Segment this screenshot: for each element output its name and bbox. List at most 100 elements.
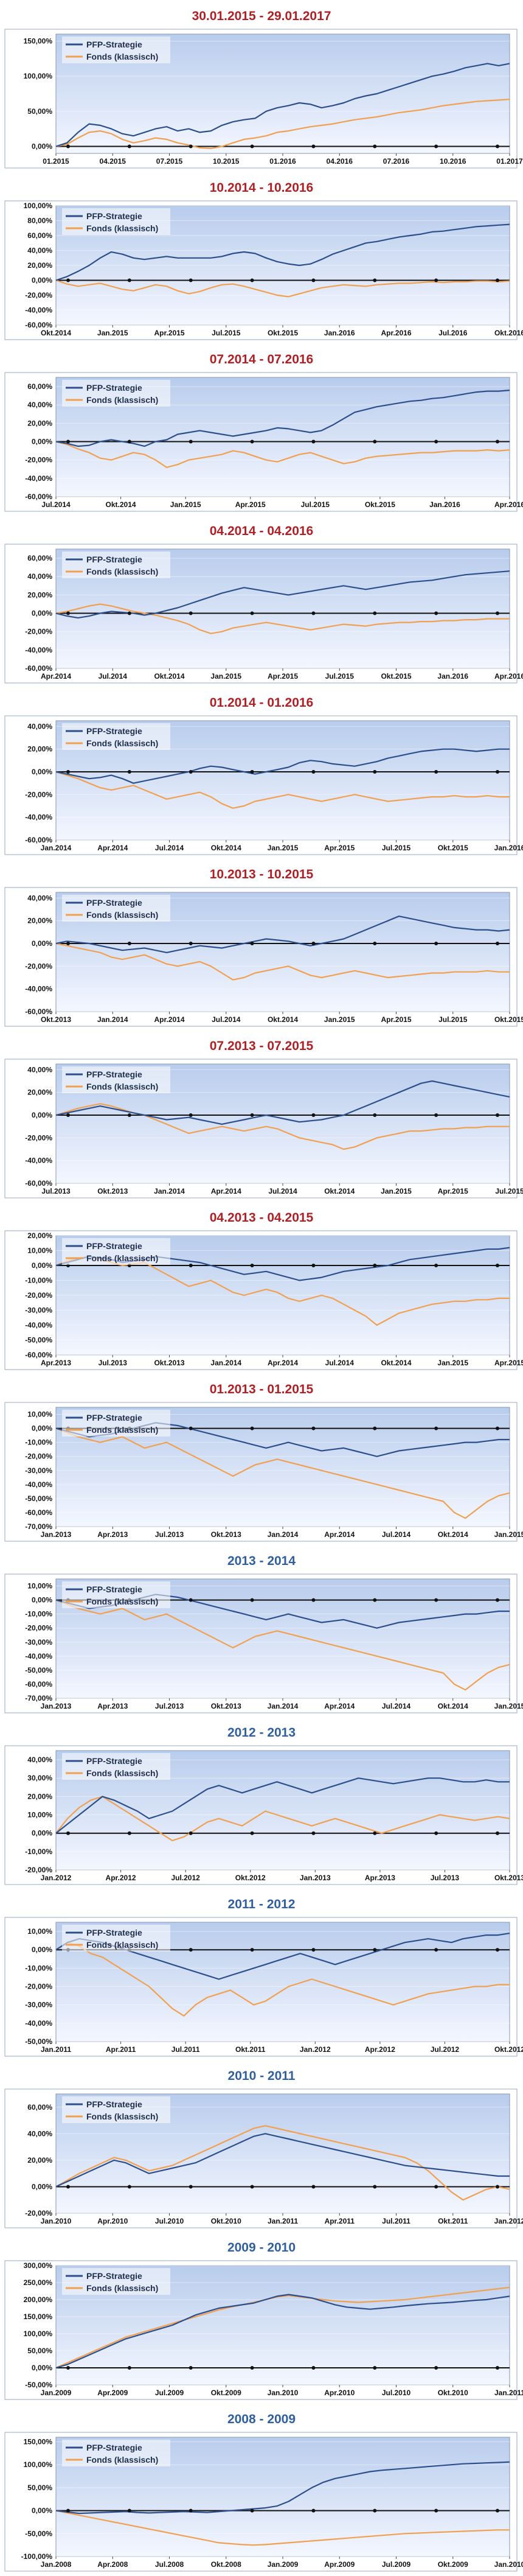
axis-marker [250, 144, 254, 149]
axis-marker [311, 1264, 316, 1267]
legend-box [62, 895, 170, 922]
axis-marker [434, 2366, 438, 2370]
y-tick-label: 60,00% [27, 382, 52, 391]
x-tick-label: Okt.2015 [438, 844, 468, 852]
x-tick-label: Jan.2009 [268, 2560, 299, 2569]
y-tick-label: 20,00% [27, 917, 52, 925]
legend-label-fund: Fonds (klassisch) [86, 1425, 158, 1435]
line-chart: -60,00% -40,00% -20,00% 0,00% 20,00% 40,00% 60… [4, 200, 523, 340]
axis-marker [189, 1831, 193, 1835]
axis-marker [250, 1426, 254, 1430]
axis-marker [373, 2366, 377, 2370]
axis-marker [434, 770, 438, 774]
x-tick-label: Apr.2015 [324, 844, 355, 852]
y-tick-label: -20,00% [25, 1866, 52, 1874]
axis-marker [434, 1426, 438, 1430]
x-tick-label: Jul.2009 [155, 2389, 184, 2397]
x-tick-label: Okt.2014 [324, 1187, 355, 1195]
x-tick-label: Okt.2012 [494, 2045, 523, 2054]
axis-marker [311, 1598, 316, 1602]
series-line [55, 771, 510, 809]
chart-panel: -60,00% -40,00% -20,00% 0,00% 20,00% 40,00% 60… [0, 349, 523, 514]
axis-marker [373, 278, 377, 282]
series-line [55, 603, 510, 634]
x-tick-label: Apr.2015 [268, 672, 298, 681]
x-tick-label: Jan.2014 [154, 1187, 185, 1195]
x-tick-label: Jul.2014 [212, 1015, 241, 1024]
x-tick-label: Okt.2016 [494, 329, 523, 337]
axis-marker [189, 770, 193, 774]
chart-panel: -60,00% -40,00% -20,00% 0,00% 20,00% 40,00% Ju… [0, 1036, 523, 1200]
series-line [55, 1777, 510, 1834]
axis-marker [66, 611, 70, 615]
legend-label-strategy: PFP-Strategie [86, 555, 142, 564]
axis-marker [189, 439, 193, 444]
x-tick-label: Okt.2014 [438, 1530, 468, 1539]
y-tick-label: 80,00% [27, 217, 52, 225]
legend-box [62, 380, 170, 407]
line-chart: -70,00% -60,00% -50,00% -40,00% -30,00% -20,0… [4, 1402, 523, 1542]
x-tick-label: Jul.2012 [171, 1874, 200, 1882]
axis-marker [127, 2508, 131, 2513]
axis-marker [373, 1426, 377, 1430]
legend-box [62, 37, 170, 63]
x-tick-label: Jan.2014 [268, 1530, 299, 1539]
legend-box [62, 2440, 170, 2466]
axis-marker [250, 278, 254, 282]
legend-label-fund: Fonds (klassisch) [86, 1082, 158, 1091]
y-tick-label: 150,00% [24, 2312, 53, 2321]
axis-marker [311, 1831, 316, 1835]
x-tick-label: Jul.2009 [382, 2560, 411, 2569]
chart-panel: -70,00% -60,00% -50,00% -40,00% -30,00% -20,0… [0, 1379, 523, 1544]
x-tick-label: Apr.2012 [365, 2045, 395, 2054]
x-tick-label: Jul.2014 [268, 1187, 297, 1195]
legend-label-strategy: PFP-Strategie [86, 1584, 142, 1594]
y-tick-label: -10,00% [25, 1964, 52, 1972]
y-tick-label: 100,00% [24, 72, 53, 80]
y-tick-label: -10,00% [25, 1847, 52, 1856]
y-tick-label: -100,00% [21, 2552, 53, 2561]
axis-marker [496, 2366, 499, 2370]
axis-marker [250, 2508, 254, 2513]
axis-marker [434, 2185, 438, 2189]
legend-label-strategy: PFP-Strategie [86, 726, 142, 736]
line-chart: -50,00% 0,00% 50,00% 100,00% 150,00% 200,00% 2… [4, 2260, 523, 2400]
chart-title: 30.01.2015 - 29.01.2017 [192, 9, 331, 23]
x-tick-label: Apr.2014 [324, 1702, 355, 1710]
x-tick-label: Okt.2013 [211, 1702, 241, 1710]
x-tick-label: Apr.2009 [97, 2389, 128, 2397]
x-tick-label: Jan.2011 [41, 2045, 71, 2054]
y-tick-label: 40,00% [27, 722, 52, 730]
y-tick-label: -70,00% [25, 1522, 52, 1531]
x-tick-label: Jan.2008 [41, 2560, 72, 2569]
series-line [55, 1942, 510, 2017]
x-tick-label: 01.2016 [269, 157, 296, 166]
chart-title: 04.2014 - 04.2016 [209, 524, 314, 538]
y-tick-label: -60,00% [25, 1007, 52, 1016]
axis-marker [189, 1948, 193, 1952]
y-tick-label: 150,00% [24, 2438, 53, 2446]
y-tick-label: -20,00% [25, 962, 52, 970]
x-tick-label: Jul.2012 [431, 2045, 460, 2054]
chart-panel: -60,00% -40,00% -20,00% 0,00% 20,00% 40,00% Ok… [0, 864, 523, 1029]
axis-marker [189, 1598, 193, 1602]
axis-marker [250, 1598, 254, 1602]
line-chart: -60,00% -40,00% -20,00% 0,00% 20,00% 40,00% 60… [4, 544, 523, 684]
y-tick-label: 40,00% [27, 401, 52, 409]
x-tick-label: Jul.2014 [325, 1359, 355, 1367]
legend-label-strategy: PFP-Strategie [86, 1241, 142, 1251]
legend-box [62, 2096, 170, 2123]
x-tick-label: Jul.2013 [99, 1359, 128, 1367]
legend-label-fund: Fonds (klassisch) [86, 1940, 158, 1950]
x-tick-label: Okt.2014 [106, 500, 136, 509]
x-tick-label: Okt.2011 [438, 2217, 468, 2225]
x-tick-label: Jul.2014 [382, 1702, 411, 1710]
x-tick-label: Apr.2016 [494, 672, 523, 681]
y-tick-label: 0,00% [32, 1261, 52, 1270]
legend-label-fund: Fonds (klassisch) [86, 223, 158, 233]
x-tick-label: Jan.2013 [41, 1702, 72, 1710]
chart-panel: -20,00% -10,00% 0,00% 10,00% 20,00% 30,00% 40,… [0, 1723, 523, 1887]
y-tick-label: -20,00% [25, 1133, 52, 1142]
chart-title: 2010 - 2011 [227, 2069, 296, 2083]
